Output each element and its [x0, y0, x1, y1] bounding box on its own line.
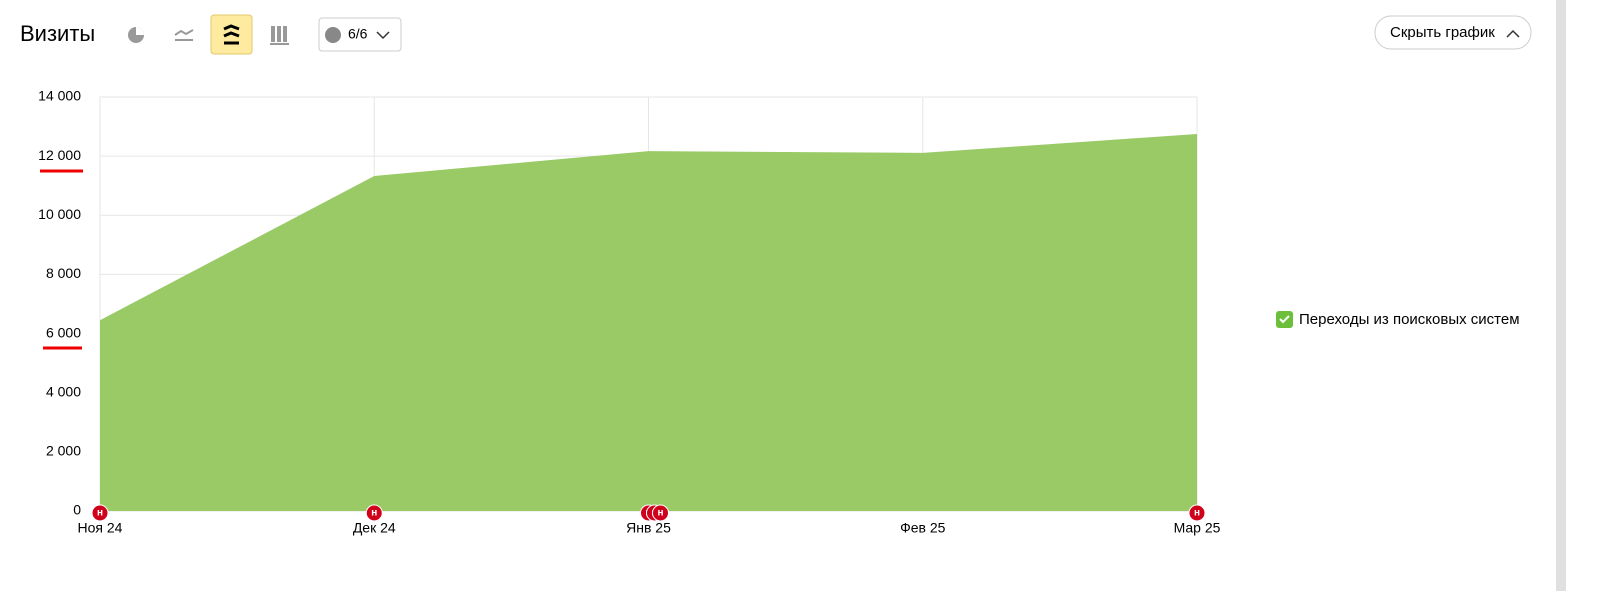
annotation-dot [365, 504, 383, 522]
annotation-marker[interactable]: н [365, 504, 383, 522]
comments-button[interactable] [318, 17, 402, 52]
annotation-label: н [657, 508, 663, 519]
pie-icon[interactable] [128, 27, 144, 43]
y-tick-label: 14 000 [38, 88, 81, 104]
comments-count: 6/6 [348, 26, 368, 42]
y-tick-label: 2 000 [46, 443, 81, 459]
bar-icon[interactable] [270, 26, 289, 45]
x-tick-label: Фев 25 [900, 520, 946, 536]
y-tick-label: 6 000 [46, 324, 81, 340]
annotation-marker[interactable]: н [1188, 504, 1206, 522]
annotation-label: н [97, 508, 103, 519]
title: Визиты [20, 21, 95, 46]
chevron [376, 31, 390, 40]
y-tick-label: 4 000 [46, 383, 81, 399]
scrollbar [1556, 0, 1566, 591]
area-icon [223, 24, 240, 45]
x-tick-label: Мар 25 [1174, 520, 1221, 536]
line-icon[interactable] [174, 29, 194, 41]
y-tick-label: 8 000 [46, 265, 81, 281]
x-tick-label: Янв 25 [626, 520, 671, 536]
annotation-dot [652, 504, 669, 522]
hide-chart-label: Скрыть график [1390, 24, 1495, 41]
annotation-dot [1188, 504, 1206, 522]
y-tick-label: 0 [73, 502, 81, 518]
annotation-marker[interactable]: н [91, 504, 109, 522]
legend-label: Переходы из поисковых систем [1299, 311, 1520, 328]
y-tick-label: 12 000 [38, 147, 81, 163]
annotation-marker[interactable]: н [652, 504, 669, 522]
annotation-label: н [371, 508, 377, 519]
plot: 0 2 000 4 000 6 000 8 000 10 000 12 000 14 000 Н… [38, 88, 1519, 536]
y-tick-label: 10 000 [38, 206, 81, 222]
x-tick-label: Ноя 24 [78, 520, 123, 536]
area [100, 133, 1197, 511]
x-tick-label: Дек 24 [353, 520, 396, 536]
chevron [1506, 29, 1520, 38]
annotation-label: н [1194, 508, 1200, 519]
comment-icon [325, 27, 341, 43]
hide-chart-button[interactable] [1374, 15, 1532, 50]
legend-check [1279, 315, 1290, 324]
annotation-dot [91, 504, 109, 522]
